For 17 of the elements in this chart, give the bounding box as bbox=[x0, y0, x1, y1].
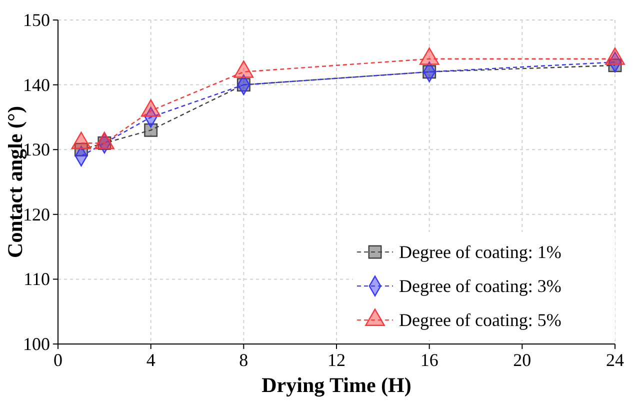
x-tick-label: 0 bbox=[54, 350, 62, 370]
legend-label: Degree of coating: 1% bbox=[399, 242, 562, 262]
y-tick-label: 120 bbox=[23, 204, 50, 224]
y-tick-label: 150 bbox=[23, 10, 50, 30]
y-tick-label: 140 bbox=[23, 74, 50, 95]
point bbox=[144, 123, 158, 137]
x-tick-label: 16 bbox=[420, 350, 438, 370]
legend-label: Degree of coating: 5% bbox=[399, 310, 562, 330]
x-tick-label: 12 bbox=[328, 350, 346, 370]
y-tick-label: 100 bbox=[23, 334, 50, 354]
y-tick-label: 110 bbox=[24, 269, 50, 290]
x-tick-label: 24 bbox=[606, 350, 624, 370]
x-tick-label: 20 bbox=[513, 350, 532, 370]
x-tick-label: 8 bbox=[239, 350, 248, 370]
x-axis-title: Drying Time (H) bbox=[262, 373, 412, 397]
x-tick-label: 4 bbox=[146, 350, 156, 370]
legend-label: Degree of coating: 3% bbox=[399, 276, 562, 296]
